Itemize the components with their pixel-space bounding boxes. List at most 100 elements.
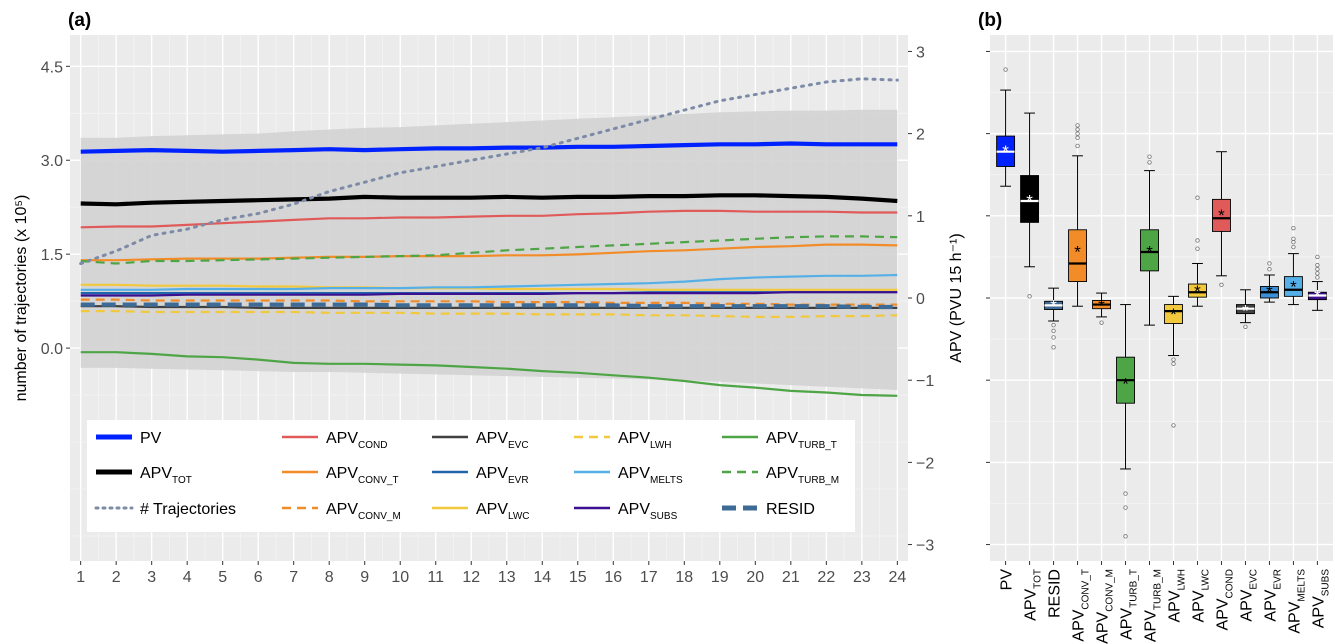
x-tick-label: 6 — [254, 569, 263, 586]
box-conv-m: * — [1092, 292, 1111, 325]
box-turb-t-outlier — [1123, 534, 1128, 539]
b-x-tick-label-apv-tot-sub: TOT — [1033, 569, 1044, 589]
legend-label-turb-m: APVTURB_M — [766, 465, 839, 486]
box-melts-mean-marker: * — [1290, 278, 1297, 297]
y-right-tick-label: −2 — [916, 455, 934, 472]
panel-a-confidence-band — [80, 109, 898, 391]
y-right-tick-label: −1 — [916, 373, 934, 390]
box-evc-outlier — [1243, 324, 1248, 329]
box-subs-outlier — [1315, 267, 1320, 272]
box-pv-outlier — [1003, 67, 1008, 72]
b-x-tick-label-melts-main: APV — [1286, 601, 1303, 633]
x-tick-label: 17 — [640, 569, 658, 586]
legend-label-turb-m-main: APV — [766, 465, 798, 482]
series-line-pv — [80, 141, 898, 154]
x-tick-label: 13 — [498, 569, 516, 586]
box-cond-outlier — [1219, 282, 1224, 288]
y-right-tick-label: 3 — [916, 44, 925, 61]
series-line-lwc — [80, 283, 898, 291]
b-x-tick-label-lwh: APVLWH — [1166, 569, 1187, 623]
series-line-cond — [80, 209, 898, 229]
b-x-tick-label-cond-sub: COND — [1224, 569, 1235, 598]
right-axis-title: APV (PVU 15 h⁻¹) — [948, 233, 965, 362]
x-tick-label: 12 — [462, 569, 480, 586]
b-x-tick-label-cond: APVCOND — [1214, 569, 1235, 630]
legend-label-resid: RESID — [766, 501, 815, 518]
x-tick-label: 2 — [112, 569, 121, 586]
y-right-tick-label: 2 — [916, 127, 925, 144]
box-conv-m-mean-marker: * — [1098, 297, 1105, 316]
series-line-subs — [80, 291, 898, 297]
series-line-apv-tot — [80, 193, 898, 207]
box-turb-m-outlier — [1147, 160, 1152, 165]
legend-label-melts-sub: MELTS — [650, 475, 683, 486]
legend-label-conv-m-main: APV — [326, 501, 358, 518]
box-lwh-outlier — [1171, 423, 1176, 428]
y-right-tick-label: 1 — [916, 209, 925, 226]
legend-label-turb-t-sub: TURB_T — [798, 440, 837, 451]
x-tick-label: 11 — [427, 569, 444, 586]
legend-label-subs: APVSUBS — [618, 501, 678, 522]
series-line-traj — [79, 77, 899, 266]
legend-label-apv-tot-sub: TOT — [172, 475, 192, 486]
legend-label-evr-sub: EVR — [508, 475, 529, 486]
box-conv-t-outlier — [1075, 135, 1080, 140]
box-melts-outlier — [1291, 236, 1296, 242]
legend-label-evc-main: APV — [476, 430, 508, 447]
box-lwh-outlier — [1171, 357, 1176, 362]
b-x-tick-label-evr: APVEVR — [1262, 569, 1283, 622]
panel-a-series — [79, 77, 899, 397]
box-subs-outlier — [1315, 275, 1320, 280]
x-tick-label: 21 — [782, 569, 800, 586]
legend-label-subs-main: APV — [618, 501, 650, 518]
box-subs: * — [1307, 254, 1327, 311]
box-conv-m-outlier — [1099, 320, 1104, 325]
x-tick-label: 3 — [147, 569, 156, 586]
panel-b-boxes: * * * * * * * * * * * * * * — [996, 67, 1327, 539]
x-tick-label: 14 — [533, 569, 551, 586]
b-x-tick-label-subs-sub: SUBS — [1320, 569, 1331, 597]
legend-label-turb-t-main: APV — [766, 430, 798, 447]
box-lwc: * — [1188, 195, 1207, 307]
x-tick-label: 19 — [711, 569, 729, 586]
legend-label-lwh: APVLWH — [618, 430, 672, 451]
b-x-tick-label-conv-m-main: APV — [1095, 611, 1112, 643]
legend-label-evc-sub: EVC — [508, 440, 529, 451]
legend-label-apv-tot-main: APV — [140, 465, 172, 482]
panel-label-b: (b) — [978, 10, 1002, 31]
box-turb-t-mean-marker: * — [1122, 375, 1129, 394]
series-line-conv-m — [80, 298, 898, 306]
b-x-tick-label-conv-t-main: APV — [1071, 609, 1088, 641]
box-cond-mean-marker: * — [1218, 206, 1225, 225]
b-x-tick-label-conv-t: APVCONV_T — [1071, 569, 1092, 642]
box-resid-outlier — [1051, 328, 1056, 334]
y-left-tick-label: 0.0 — [41, 341, 63, 358]
box-lwc-outlier — [1195, 246, 1200, 251]
legend-label-conv-t: APVCONV_T — [326, 465, 399, 486]
legend-label-lwc: APVLWC — [476, 501, 530, 522]
box-conv-t-outlier — [1075, 131, 1080, 136]
box-turb-m-iqr — [1140, 229, 1159, 272]
b-x-tick-label-melts-sub: MELTS — [1296, 569, 1307, 602]
box-resid: * — [1044, 287, 1064, 350]
y-left-tick-label: 3.0 — [41, 153, 63, 170]
legend-label-lwc-sub: LWC — [508, 511, 529, 522]
box-evr: * — [1259, 261, 1279, 303]
box-melts: * — [1283, 225, 1303, 306]
b-x-tick-label-evc-sub: EVC — [1248, 569, 1259, 590]
b-x-tick-label-resid-main: RESID — [1047, 569, 1064, 618]
box-conv-t-iqr — [1068, 229, 1087, 283]
b-x-tick-label-pv: PV — [999, 569, 1016, 591]
x-tick-label: 7 — [289, 569, 298, 586]
b-x-tick-label-lwc-sub: LWC — [1200, 569, 1211, 590]
box-subs-mean-marker: * — [1314, 287, 1321, 306]
x-tick-label: 20 — [746, 569, 764, 586]
box-lwh: * — [1164, 295, 1183, 428]
b-x-tick-label-turb-m: APVTURB_M — [1143, 569, 1164, 642]
legend-label-conv-t-sub: CONV_T — [358, 475, 399, 486]
x-tick-label: 8 — [325, 569, 334, 586]
